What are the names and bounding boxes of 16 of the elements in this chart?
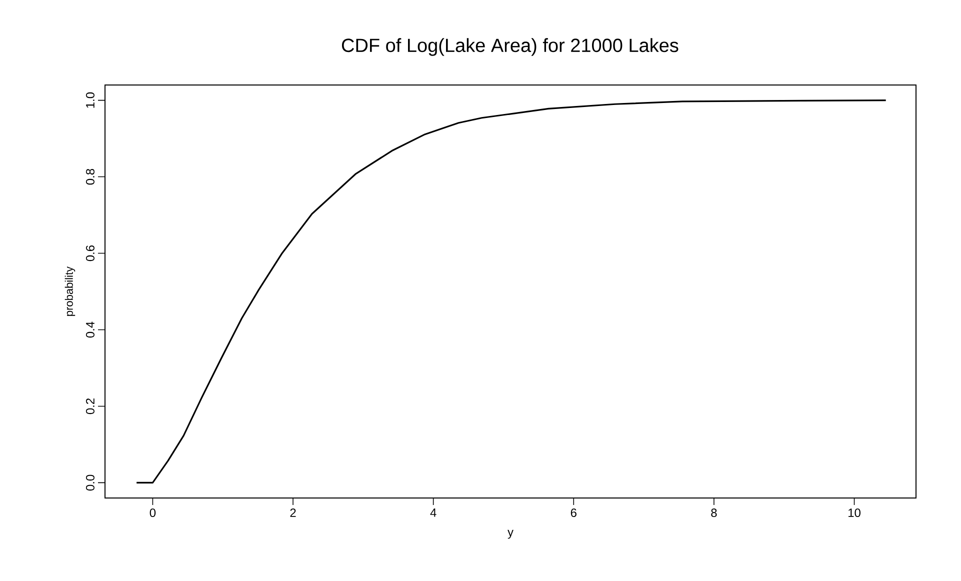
x-tick-label: 2: [290, 508, 296, 517]
y-tick-label: 1.0: [86, 92, 94, 108]
line-series: [136, 99, 887, 484]
x-tick-label: 4: [430, 508, 436, 517]
x-tick-label: 0: [150, 508, 156, 518]
x-tick-label: 10: [848, 508, 860, 518]
y-axis-title: probability: [64, 266, 76, 316]
x-axis-title: y: [508, 530, 514, 539]
y-tick-label: 0.0: [86, 474, 94, 491]
y-tick-label: 0.2: [86, 398, 94, 414]
x-tick-label: 6: [570, 508, 576, 518]
y-tick-label: 0.6: [86, 245, 94, 262]
x-tick-label: 8: [711, 508, 717, 518]
chart-title: CDF of Log(Lake Area) for 21000 Lakes: [342, 38, 678, 56]
y-tick-label: 0.4: [86, 322, 94, 338]
y-tick-label: 0.8: [86, 168, 94, 185]
